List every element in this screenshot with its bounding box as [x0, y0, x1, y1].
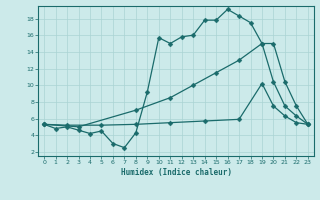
X-axis label: Humidex (Indice chaleur): Humidex (Indice chaleur) [121, 168, 231, 177]
